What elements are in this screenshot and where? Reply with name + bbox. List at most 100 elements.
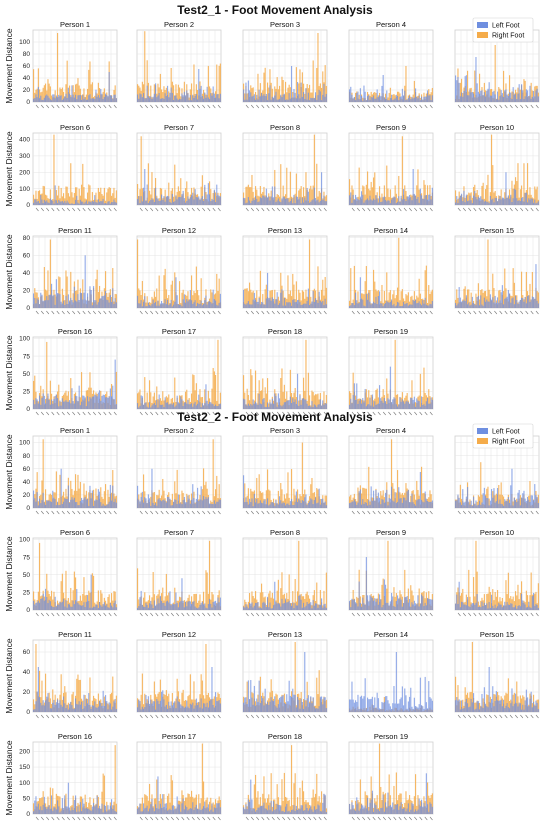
bar-left-foot bbox=[393, 99, 395, 102]
bar-left-foot bbox=[492, 91, 494, 102]
bar-right-foot bbox=[386, 588, 388, 610]
bar-left-foot bbox=[163, 196, 165, 205]
bar-left-foot bbox=[37, 600, 39, 610]
bar-left-foot bbox=[183, 496, 185, 508]
bar-right-foot bbox=[313, 134, 315, 205]
x-tick-mark bbox=[82, 104, 86, 109]
bar-left-foot bbox=[171, 404, 173, 409]
bar-left-foot bbox=[470, 304, 472, 308]
x-tick-mark bbox=[160, 104, 164, 109]
bar-left-foot bbox=[77, 401, 79, 409]
bar-right-foot bbox=[519, 189, 521, 205]
bar-left-foot bbox=[138, 407, 140, 409]
bar-right-foot bbox=[537, 292, 539, 308]
bar-right-foot bbox=[169, 198, 171, 205]
bar-left-foot bbox=[43, 199, 45, 205]
subplot-title: Person 3 bbox=[270, 426, 300, 435]
bar-right-foot bbox=[503, 496, 505, 508]
bar-left-foot bbox=[210, 302, 212, 308]
bar-left-foot bbox=[258, 89, 260, 102]
subplot-title: Person 16 bbox=[58, 327, 92, 336]
bar-left-foot bbox=[399, 96, 401, 102]
bar-left-foot bbox=[282, 305, 284, 308]
x-tick-mark bbox=[424, 104, 428, 109]
bar-right-foot bbox=[151, 597, 153, 610]
bar-left-foot bbox=[522, 493, 524, 508]
bar-left-foot bbox=[105, 505, 107, 508]
bar-left-foot bbox=[534, 199, 536, 205]
bar-right-foot bbox=[383, 185, 385, 205]
bar-left-foot bbox=[276, 292, 278, 308]
x-tick-mark bbox=[51, 310, 55, 315]
bar-left-foot bbox=[187, 399, 189, 409]
bar-left-foot bbox=[65, 400, 67, 409]
bar-left-foot bbox=[72, 203, 74, 205]
bar-right-foot bbox=[61, 288, 63, 308]
bar-left-foot bbox=[167, 496, 169, 508]
bar-left-foot bbox=[189, 404, 191, 409]
bar-left-foot bbox=[33, 293, 35, 308]
bar-left-foot bbox=[501, 504, 503, 508]
y-tick-label: 50 bbox=[23, 371, 31, 378]
x-tick-mark bbox=[429, 310, 433, 315]
bar-left-foot bbox=[36, 97, 38, 102]
bar-left-foot bbox=[194, 95, 196, 102]
bar-left-foot bbox=[425, 194, 427, 205]
bar-left-foot bbox=[509, 502, 511, 508]
bar-left-foot bbox=[139, 501, 141, 508]
bar-left-foot bbox=[188, 600, 190, 610]
bar-left-foot bbox=[213, 189, 215, 205]
bar-left-foot bbox=[299, 302, 301, 308]
x-tick-mark bbox=[250, 104, 254, 109]
x-tick-mark bbox=[207, 207, 211, 212]
bar-left-foot bbox=[66, 304, 68, 308]
bar-right-foot bbox=[295, 173, 297, 205]
bar-left-foot bbox=[410, 397, 412, 409]
bar-left-foot bbox=[201, 500, 203, 508]
bar-left-foot bbox=[49, 294, 51, 308]
bar-left-foot bbox=[247, 608, 249, 610]
bar-left-foot bbox=[521, 84, 523, 102]
bar-left-foot bbox=[156, 505, 158, 508]
bar-left-foot bbox=[211, 504, 213, 508]
bar-left-foot bbox=[294, 203, 296, 205]
subplot-title: Person 19 bbox=[374, 327, 408, 336]
bar-left-foot bbox=[63, 598, 65, 610]
bar-left-foot bbox=[349, 89, 351, 102]
bar-left-foot bbox=[351, 501, 353, 508]
bar-right-foot bbox=[51, 590, 53, 610]
bar-left-foot bbox=[107, 503, 109, 508]
bar-left-foot bbox=[475, 305, 477, 308]
bar-left-foot bbox=[156, 197, 158, 205]
bar-right-foot bbox=[401, 289, 403, 308]
bar-left-foot bbox=[170, 605, 172, 610]
bar-left-foot bbox=[165, 502, 167, 508]
bar-left-foot bbox=[90, 289, 92, 308]
bar-left-foot bbox=[280, 606, 282, 610]
bar-right-foot bbox=[138, 392, 140, 409]
bar-right-foot bbox=[216, 273, 218, 308]
bar-right-foot bbox=[304, 93, 306, 102]
bar-left-foot bbox=[313, 187, 315, 205]
bar-left-foot bbox=[487, 498, 489, 508]
bar-left-foot bbox=[358, 400, 360, 409]
bar-left-foot bbox=[401, 502, 403, 508]
bar-left-foot bbox=[105, 291, 107, 308]
bar-left-foot bbox=[95, 395, 97, 409]
x-tick-mark bbox=[520, 310, 524, 315]
bar-right-foot bbox=[423, 591, 425, 610]
bar-right-foot bbox=[503, 291, 505, 308]
bar-left-foot bbox=[255, 602, 257, 610]
bar-right-foot bbox=[89, 185, 91, 205]
x-tick-mark bbox=[499, 104, 503, 109]
bar-right-foot bbox=[309, 84, 311, 102]
x-tick-mark bbox=[483, 310, 487, 315]
bar-left-foot bbox=[99, 298, 101, 308]
bar-left-foot bbox=[140, 94, 142, 102]
subplot-1-18: Person 18 bbox=[242, 327, 328, 416]
x-tick-mark bbox=[35, 104, 39, 109]
x-tick-mark bbox=[535, 310, 539, 315]
bar-left-foot bbox=[307, 288, 309, 308]
x-tick-mark bbox=[196, 310, 200, 315]
bar-right-foot bbox=[170, 500, 172, 508]
